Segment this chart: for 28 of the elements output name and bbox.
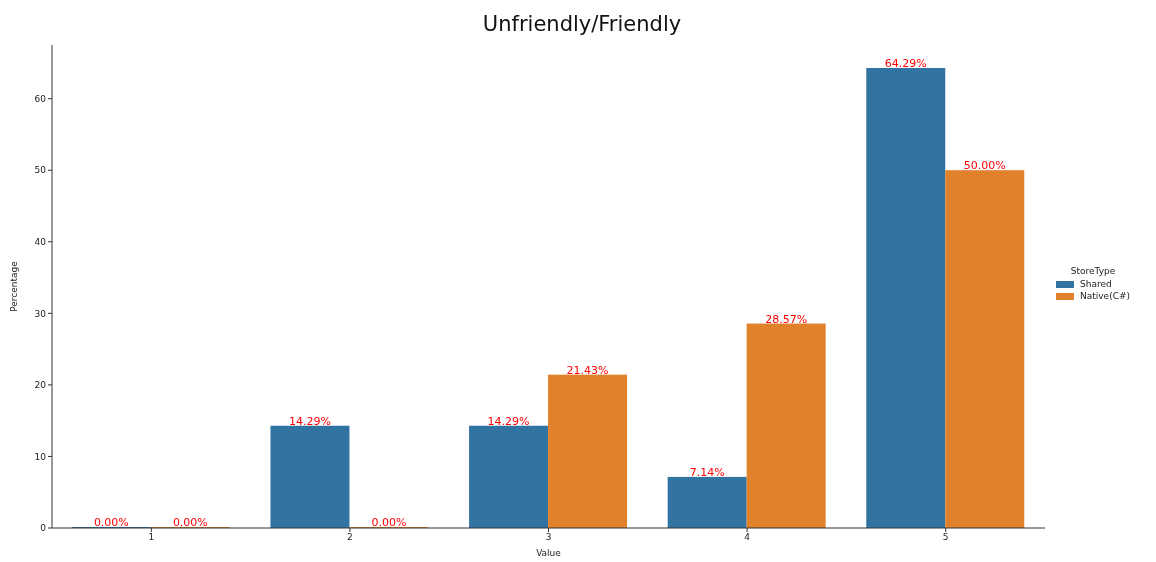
y-tick-label: 0 <box>40 523 47 534</box>
legend-label: Native(C#) <box>1080 291 1130 301</box>
y-tick-label: 30 <box>34 308 47 319</box>
legend-title: StoreType <box>1069 266 1117 276</box>
data-label: 50.00% <box>963 159 1006 173</box>
chart-title: Unfriendly/Friendly <box>481 12 683 36</box>
y-axis-title: Percentage <box>9 260 20 312</box>
x-tick-label: 5 <box>942 532 949 543</box>
y-tick-label: 10 <box>34 451 47 462</box>
data-label: 7.14% <box>689 465 725 479</box>
x-tick-label: 3 <box>545 532 552 543</box>
y-tick-label: 60 <box>34 93 47 104</box>
y-tick-label: 20 <box>34 380 47 391</box>
data-label: 14.29% <box>288 414 331 428</box>
data-label: 28.57% <box>765 312 808 326</box>
y-tick-label: 50 <box>34 165 47 176</box>
x-tick-label: 4 <box>744 532 751 543</box>
data-label: 0.00% <box>93 516 129 529</box>
data-label: 21.43% <box>566 363 609 377</box>
legend-label: Shared <box>1080 279 1112 289</box>
x-tick-label: 1 <box>148 532 155 543</box>
data-label: 14.29% <box>487 414 530 428</box>
data-label: 0.00% <box>371 516 407 529</box>
x-axis-title: Value <box>536 548 562 558</box>
y-tick-label: 40 <box>34 236 47 247</box>
x-tick-label: 2 <box>347 532 353 543</box>
data-label: 0.00% <box>172 516 208 529</box>
data-label: 64.29% <box>884 56 927 70</box>
